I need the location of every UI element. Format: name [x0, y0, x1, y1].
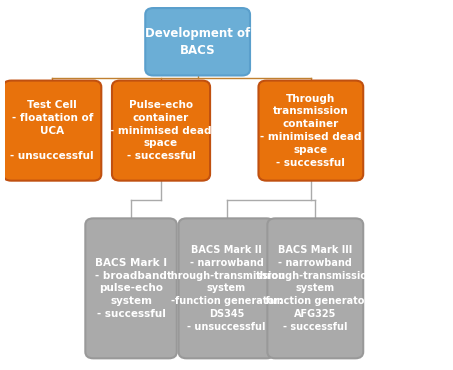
FancyBboxPatch shape [259, 81, 363, 181]
Text: BACS Mark I
- broadband
pulse-echo
system
- successful: BACS Mark I - broadband pulse-echo syste… [95, 258, 167, 319]
FancyBboxPatch shape [145, 8, 250, 75]
Text: BACS Mark II
- narrowband
through-transmission
system
-function generator:
DS345: BACS Mark II - narrowband through-transm… [167, 245, 286, 332]
FancyBboxPatch shape [178, 218, 275, 358]
Text: Pulse-echo
container
- minimised dead
space
- successful: Pulse-echo container - minimised dead sp… [110, 100, 212, 161]
FancyBboxPatch shape [3, 81, 101, 181]
FancyBboxPatch shape [85, 218, 177, 358]
FancyBboxPatch shape [112, 81, 210, 181]
FancyBboxPatch shape [267, 218, 363, 358]
Text: Through
transmission
container
- minimised dead
space
- successful: Through transmission container - minimis… [260, 94, 361, 168]
Text: Test Cell
- floatation of
UCA

- unsuccessful: Test Cell - floatation of UCA - unsucces… [10, 100, 94, 161]
Text: BACS Mark III
- narrowband
through-transmission
system
- function generator:
AFG: BACS Mark III - narrowband through-trans… [256, 245, 375, 332]
Text: Development of
BACS: Development of BACS [145, 27, 250, 57]
